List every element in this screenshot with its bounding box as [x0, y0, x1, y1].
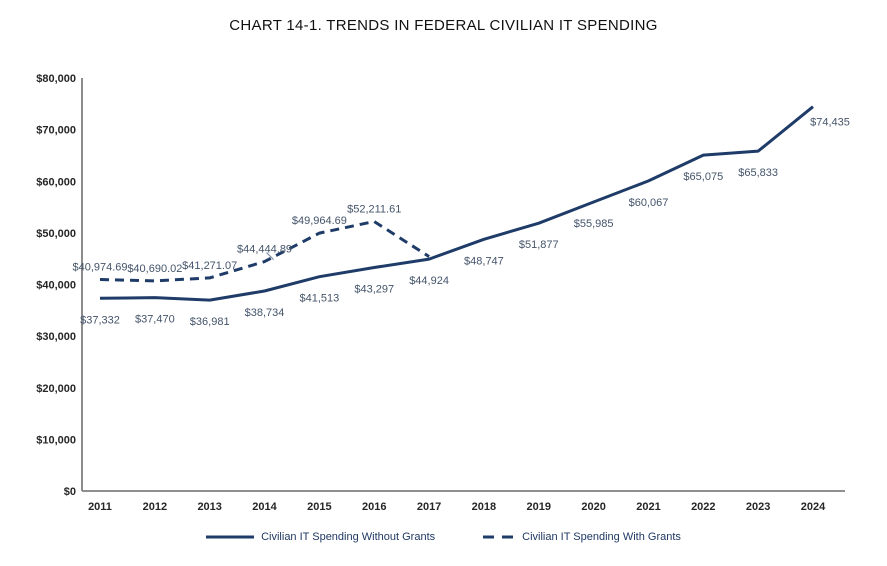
x-tick-label: 2017 [417, 501, 441, 513]
x-tick-label: 2021 [636, 501, 660, 513]
legend-label-without-grants: Civilian IT Spending Without Grants [261, 531, 436, 543]
data-label: $44,924 [409, 275, 449, 287]
y-tick-label: $30,000 [36, 331, 76, 343]
x-tick-label: 2013 [197, 501, 221, 513]
x-tick-label: 2020 [581, 501, 605, 513]
y-tick-label: $70,000 [36, 125, 76, 137]
data-label: $48,747 [464, 255, 504, 267]
data-label: $36,981 [190, 316, 230, 328]
data-label: $51,877 [519, 239, 559, 251]
data-label: $44,444.89 [237, 244, 292, 256]
x-tick-label: 2014 [252, 501, 277, 513]
dashed-line-swatch [483, 535, 516, 539]
x-tick-label: 2018 [472, 501, 496, 513]
series-line-without-grants [99, 105, 814, 302]
series-line-with-grants [99, 220, 430, 283]
data-label: $40,974.69 [72, 261, 127, 273]
y-tick-label: $0 [64, 486, 76, 498]
y-tick-label: $40,000 [36, 280, 76, 292]
y-tick-label: $80,000 [36, 73, 76, 85]
y-tick-label: $50,000 [36, 228, 76, 240]
data-label: $55,985 [574, 218, 614, 230]
data-label: $60,067 [629, 197, 669, 209]
data-label: $49,964.69 [292, 215, 347, 227]
x-tick-label: 2023 [746, 501, 770, 513]
x-tick-label: 2011 [88, 501, 112, 513]
data-label: $41,513 [300, 293, 340, 305]
x-tick-label: 2012 [143, 501, 167, 513]
x-tick-label: 2015 [307, 501, 331, 513]
data-label: $65,833 [738, 167, 778, 179]
data-label: $40,690.02 [127, 263, 182, 275]
data-label: $41,271.07 [182, 260, 237, 272]
data-label: $43,297 [354, 283, 394, 295]
legend-item-without-grants: Civilian IT Spending Without Grants [206, 531, 435, 543]
solid-line-swatch [206, 535, 255, 539]
data-label: $74,435 [810, 117, 850, 129]
x-tick-label: 2019 [527, 501, 551, 513]
y-tick-label: $10,000 [36, 434, 76, 446]
data-label: $65,075 [683, 171, 723, 183]
x-tick-label: 2016 [362, 501, 386, 513]
label-leader-line [266, 252, 274, 260]
data-label: $37,470 [135, 314, 175, 326]
x-tick-label: 2022 [691, 501, 715, 513]
x-tick-label: 2024 [801, 501, 826, 513]
y-tick-label: $20,000 [36, 383, 76, 395]
legend-item-with-grants: Civilian IT Spending With Grants [483, 531, 681, 543]
chart-legend: Civilian IT Spending Without Grants Civi… [0, 527, 887, 547]
data-label: $37,332 [80, 314, 120, 326]
data-label: $38,734 [245, 307, 285, 319]
legend-label-with-grants: Civilian IT Spending With Grants [522, 531, 681, 543]
y-tick-label: $60,000 [36, 176, 76, 188]
data-label: $52,211.61 [347, 203, 401, 215]
chart-title: CHART 14-1. TRENDS IN FEDERAL CIVILIAN I… [229, 17, 658, 34]
